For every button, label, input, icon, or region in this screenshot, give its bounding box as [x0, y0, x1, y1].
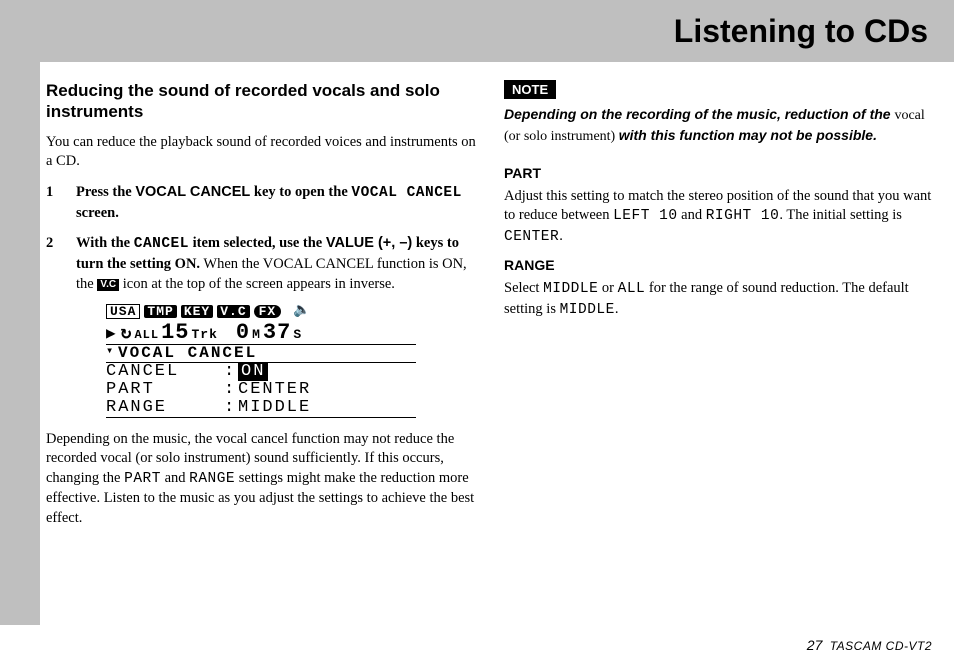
track-label: Trk — [192, 328, 218, 342]
body-text: . The initial setting is — [779, 207, 902, 223]
outro-paragraph: Depending on the music, the vocal cancel… — [46, 430, 478, 529]
lcd-colon: : — [224, 363, 238, 381]
lcd-key: PART — [106, 381, 224, 399]
step-text: key to open the — [250, 184, 351, 200]
body-text: . — [559, 228, 563, 244]
lcd-key: CANCEL — [106, 363, 224, 381]
param-value: MIDDLE — [560, 302, 615, 318]
lcd-key: RANGE — [106, 399, 224, 417]
param-name: RANGE — [189, 471, 235, 487]
param-value: MIDDLE — [543, 281, 598, 297]
page-footer: 27 TASCAM CD-VT2 — [807, 637, 932, 653]
time-min: 0 — [236, 321, 250, 344]
step-text: With the — [76, 235, 134, 251]
manual-page: Listening to CDs Reducing the sound of r… — [0, 0, 954, 671]
body-text: and — [678, 207, 706, 223]
lcd-colon: : — [224, 399, 238, 417]
param-value: ALL — [618, 281, 646, 297]
key-name: VALUE (+, –) — [326, 235, 412, 251]
section-heading: Reducing the sound of recorded vocals an… — [46, 80, 478, 123]
play-icon: ▶ — [106, 326, 117, 343]
body-text: . — [615, 301, 619, 317]
body-text: or — [598, 280, 617, 296]
repeat-icon: ↻ — [121, 325, 133, 344]
step-list: 1 Press the VOCAL CANCEL key to open the… — [46, 182, 478, 294]
note-text: Depending on the recording of the music,… — [504, 106, 894, 122]
subheading-part: PART — [504, 165, 936, 181]
lcd-section-title: VOCAL CANCEL — [106, 344, 416, 363]
time-sec: 37 — [263, 321, 291, 344]
step-body: With the CANCEL item selected, use the V… — [76, 233, 478, 294]
range-paragraph: Select MIDDLE or ALL for the range of so… — [504, 279, 936, 320]
item-name: CANCEL — [134, 236, 189, 252]
outro-text: and — [161, 470, 189, 486]
track-number: 15 — [161, 321, 189, 344]
note-paragraph: Depending on the recording of the music,… — [504, 105, 936, 147]
param-value: LEFT 10 — [613, 208, 677, 224]
chapter-header-bar: Listening to CDs — [40, 0, 954, 62]
page-number: 27 — [807, 637, 823, 653]
right-column: NOTE Depending on the recording of the m… — [504, 80, 936, 539]
lcd-row-part: PART : CENTER — [106, 381, 416, 399]
screen-name: VOCAL CANCEL — [351, 185, 461, 201]
lcd-tab-usa: USA — [106, 304, 140, 320]
step-2: 2 With the CANCEL item selected, use the… — [46, 233, 478, 294]
left-column: Reducing the sound of recorded vocals an… — [46, 80, 478, 539]
product-model: TASCAM CD-VT2 — [830, 639, 932, 653]
lcd-tab-vc: V.C — [217, 305, 249, 319]
lcd-value: ON — [238, 363, 268, 381]
lcd-tab-tmp: TMP — [144, 305, 176, 319]
step-text: icon at the top of the screen appears in… — [119, 276, 395, 292]
param-value: CENTER — [504, 229, 559, 245]
left-grey-margin — [0, 0, 40, 625]
lcd-tab-fx: FX — [254, 305, 282, 319]
step-body: Press the VOCAL CANCEL key to open the V… — [76, 182, 478, 223]
subheading-range: RANGE — [504, 257, 936, 273]
lcd-inner: USA TMP KEY V.C FX 🔈 ▶ ↻ALL 15Trk 0M37S — [106, 304, 416, 418]
lcd-colon: : — [224, 381, 238, 399]
step-text: Press the — [76, 184, 135, 200]
param-name: PART — [124, 471, 161, 487]
note-text: with this function may not be possible. — [619, 127, 877, 143]
body-text: Select — [504, 280, 543, 296]
lcd-tab-row: USA TMP KEY V.C FX 🔈 — [106, 304, 416, 320]
step-text: screen. — [76, 205, 119, 221]
step-number: 2 — [46, 233, 60, 294]
lcd-screenshot: USA TMP KEY V.C FX 🔈 ▶ ↻ALL 15Trk 0M37S — [106, 304, 416, 418]
lcd-row-range: RANGE : MIDDLE — [106, 399, 416, 418]
repeat-all: ALL — [134, 329, 159, 342]
chapter-title: Listening to CDs — [674, 13, 928, 50]
vc-icon: V.C — [97, 279, 119, 291]
lcd-tab-key: KEY — [181, 305, 213, 319]
part-paragraph: Adjust this setting to match the stereo … — [504, 187, 936, 248]
key-name: VOCAL CANCEL — [135, 184, 250, 200]
step-text: item selected, use the — [189, 235, 326, 251]
param-value: RIGHT 10 — [706, 208, 780, 224]
note-badge: NOTE — [504, 80, 556, 99]
time-sec-label: S — [293, 328, 302, 342]
lcd-play-line: ▶ ↻ALL 15Trk 0M37S — [106, 321, 416, 344]
step-number: 1 — [46, 182, 60, 223]
lcd-value: MIDDLE — [238, 399, 311, 417]
content-columns: Reducing the sound of recorded vocals an… — [46, 80, 936, 539]
step-1: 1 Press the VOCAL CANCEL key to open the… — [46, 182, 478, 223]
intro-paragraph: You can reduce the playback sound of rec… — [46, 133, 478, 172]
lcd-value: CENTER — [238, 381, 311, 399]
speaker-icon: 🔈 — [293, 304, 311, 319]
time-min-label: M — [252, 328, 261, 342]
lcd-row-cancel: CANCEL : ON — [106, 363, 416, 381]
